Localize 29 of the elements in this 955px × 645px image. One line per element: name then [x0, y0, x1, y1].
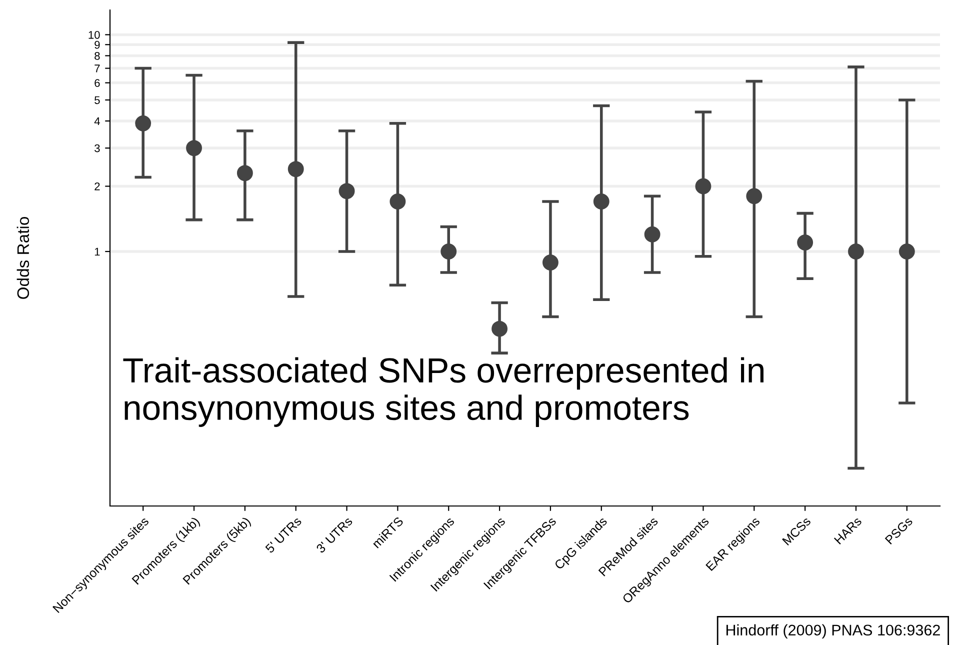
y-tick-label: 3	[94, 144, 100, 152]
point	[695, 178, 712, 194]
y-tick-label: 8	[94, 52, 100, 60]
text: Hindorff (2009) PNAS 106:9362	[726, 624, 940, 639]
point	[135, 115, 152, 132]
point	[186, 140, 202, 156]
y-tick-label: 2	[94, 182, 100, 190]
point	[338, 183, 355, 200]
point	[542, 254, 558, 270]
point	[492, 320, 508, 337]
y-tick-label: 5	[94, 96, 100, 104]
y-tick-label: 1	[94, 248, 100, 256]
point	[390, 194, 406, 210]
point	[288, 161, 304, 178]
point	[440, 244, 457, 260]
y-tick-label: 7	[94, 64, 100, 72]
y-tick-label: 9	[94, 40, 100, 49]
point	[746, 188, 762, 204]
point	[797, 234, 814, 251]
y-tick-label: 4	[94, 117, 100, 125]
annotation: Trait-associated SNPs overrepresented in nonsynonymous sites and promoters	[123, 357, 764, 427]
y-tick-label: 10	[88, 30, 100, 39]
point	[593, 194, 610, 210]
y-axis-title: Odds Ratio	[16, 217, 30, 299]
point	[644, 226, 660, 242]
point	[898, 244, 915, 260]
y-tick-label: 6	[94, 79, 100, 87]
point	[848, 244, 864, 260]
point	[236, 165, 253, 182]
